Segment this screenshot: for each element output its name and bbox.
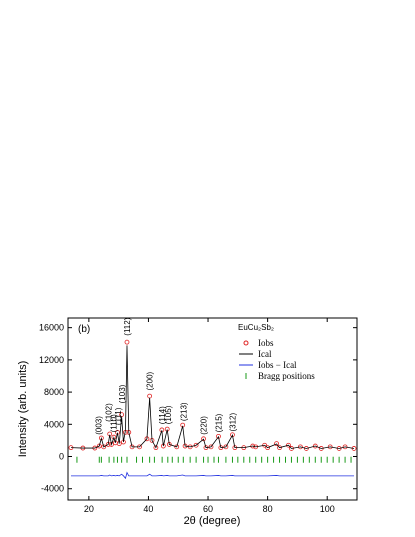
iobs-point xyxy=(193,442,199,448)
iobs-point xyxy=(201,436,206,442)
profile-line xyxy=(70,345,355,449)
legend-label: Ical xyxy=(258,349,272,359)
peak-label: (111) xyxy=(114,407,123,425)
y-tick-label: 8000 xyxy=(44,387,64,397)
iobs-point xyxy=(174,444,180,450)
x-axis-title: 2θ (degree) xyxy=(184,515,241,527)
iobs-point xyxy=(277,445,282,451)
legend-label: Iobs xyxy=(258,338,274,348)
peak-label: (220) xyxy=(200,416,209,435)
legend-label: Iobs − Ical xyxy=(258,360,297,370)
profile-line xyxy=(70,471,355,480)
peak-label: (200) xyxy=(146,371,155,390)
peak-label: (103) xyxy=(118,384,127,403)
peak-label: (312) xyxy=(228,413,237,432)
x-tick-label: 40 xyxy=(143,504,153,514)
peak-label: (102) xyxy=(105,403,114,422)
iobs-point xyxy=(111,434,117,440)
legend-title: EuCu₂Sb₂ xyxy=(238,323,274,332)
iobs-point xyxy=(98,435,104,441)
iobs-point xyxy=(303,446,309,451)
iobs-point xyxy=(274,441,279,447)
peak-label: (215) xyxy=(214,413,223,432)
y-tick-label: 12000 xyxy=(39,355,64,365)
iobs-point xyxy=(312,443,318,449)
y-tick-label: 0 xyxy=(59,452,64,462)
iobs-point xyxy=(153,445,159,451)
iobs-point xyxy=(124,339,130,345)
legend-symbol xyxy=(243,340,249,346)
iobs-point xyxy=(96,443,102,449)
x-tick-label: 60 xyxy=(203,504,213,514)
iobs-point xyxy=(101,444,107,450)
y-tick-label: -4000 xyxy=(41,484,64,494)
x-tick-label: 20 xyxy=(84,504,94,514)
y-tick-label: 16000 xyxy=(39,323,64,333)
legend-label: Bragg positions xyxy=(258,371,315,381)
panel-label: (b) xyxy=(78,324,90,335)
peak-label: (003) xyxy=(95,416,104,435)
y-axis-title: Intensity (arb. units) xyxy=(17,361,29,458)
x-tick-label: 80 xyxy=(263,504,273,514)
iobs-point xyxy=(147,393,153,399)
y-tick-label: 4000 xyxy=(44,419,64,429)
iobs-point xyxy=(286,442,291,448)
peak-label: (112) xyxy=(123,317,132,335)
peak-label: (105) xyxy=(164,405,173,424)
plot-frame xyxy=(67,317,358,501)
peak-label: (114) xyxy=(158,406,167,424)
x-tick-label: 100 xyxy=(320,504,335,514)
peak-label: (110) xyxy=(109,414,118,432)
iobs-point xyxy=(265,445,271,451)
peak-label: (213) xyxy=(179,402,188,421)
